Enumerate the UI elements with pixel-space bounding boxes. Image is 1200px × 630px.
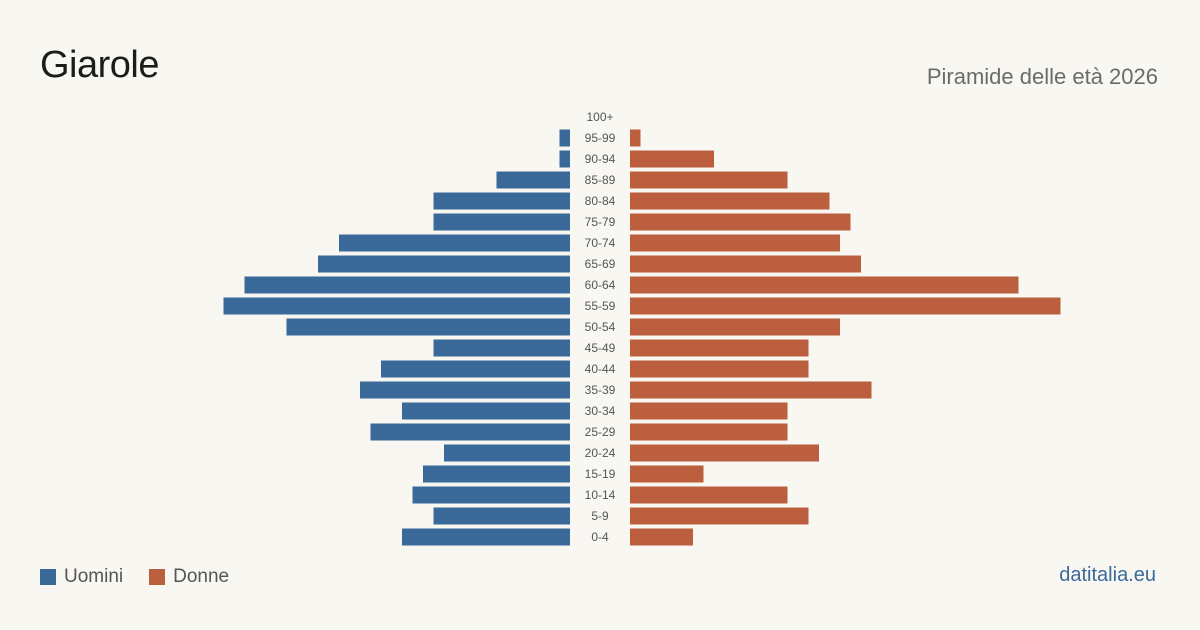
bar-men-45-49 (433, 339, 570, 357)
age-group-label: 75-79 (585, 215, 616, 229)
bar-women-15-19 (630, 465, 704, 483)
age-group-label: 65-69 (585, 257, 616, 271)
age-group-label: 80-84 (585, 194, 616, 208)
bar-men-85-89 (496, 171, 570, 189)
bar-men-35-39 (360, 381, 570, 399)
age-group-label: 10-14 (585, 488, 616, 502)
age-group-label: 45-49 (585, 341, 616, 355)
legend-swatch-men (40, 569, 56, 585)
legend-item-men: Uomini (40, 566, 123, 588)
legend-swatch-women (149, 569, 166, 585)
bar-men-70-74 (339, 234, 570, 252)
bar-women-80-84 (630, 192, 830, 210)
bar-women-5-9 (630, 507, 809, 525)
age-group-label: 35-39 (585, 383, 616, 397)
bar-women-55-59 (630, 297, 1061, 315)
age-group-label: 5-9 (591, 509, 609, 523)
legend: Uomini Donne (40, 566, 255, 588)
bar-men-65-69 (318, 255, 570, 273)
bar-men-0-4 (402, 528, 570, 546)
bar-women-85-89 (630, 171, 788, 189)
bar-men-80-84 (433, 192, 570, 210)
bar-women-60-64 (630, 276, 1019, 294)
legend-label-men: Uomini (64, 566, 124, 587)
age-group-label: 60-64 (585, 278, 616, 292)
bar-men-40-44 (381, 360, 570, 378)
bar-women-45-49 (630, 339, 809, 357)
bar-men-95-99 (559, 129, 570, 147)
bar-men-60-64 (244, 276, 570, 294)
chart-subtitle: Piramide delle età 2026 (926, 64, 1158, 89)
bar-women-10-14 (630, 486, 788, 504)
age-group-label: 95-99 (585, 131, 616, 145)
bar-women-20-24 (630, 444, 819, 462)
bar-men-90-94 (559, 150, 570, 168)
bar-men-10-14 (412, 486, 570, 504)
bar-women-0-4 (630, 528, 693, 546)
bar-women-35-39 (630, 381, 872, 399)
bar-women-75-79 (630, 213, 851, 231)
age-group-label: 50-54 (585, 320, 616, 334)
age-group-label: 40-44 (585, 362, 616, 376)
bar-men-20-24 (444, 444, 570, 462)
age-group-label: 30-34 (585, 404, 616, 418)
bar-women-65-69 (630, 255, 861, 273)
bar-men-50-54 (286, 318, 570, 336)
bar-women-30-34 (630, 402, 788, 420)
bar-women-25-29 (630, 423, 788, 441)
bar-women-95-99 (630, 129, 641, 147)
bar-men-15-19 (423, 465, 570, 483)
bar-men-5-9 (433, 507, 570, 525)
bar-women-90-94 (630, 150, 714, 168)
age-group-label: 90-94 (585, 152, 616, 166)
source-link[interactable]: datitalia.eu (1059, 564, 1156, 586)
legend-label-women: Donne (173, 566, 230, 587)
bar-women-70-74 (630, 234, 840, 252)
age-group-label: 15-19 (585, 467, 616, 481)
age-group-label: 0-4 (591, 530, 609, 544)
chart-title: Giarole (40, 44, 160, 86)
age-group-label: 20-24 (585, 446, 616, 460)
bar-men-55-59 (223, 297, 570, 315)
bar-women-40-44 (630, 360, 809, 378)
age-group-label: 85-89 (585, 173, 616, 187)
bar-men-75-79 (433, 213, 570, 231)
age-group-label: 55-59 (585, 299, 616, 313)
age-group-label: 25-29 (585, 425, 616, 439)
bar-men-25-29 (370, 423, 570, 441)
bar-women-50-54 (630, 318, 840, 336)
legend-item-women: Donne (149, 566, 229, 588)
age-group-label: 100+ (586, 110, 613, 124)
bar-men-30-34 (402, 402, 570, 420)
age-group-label: 70-74 (585, 236, 616, 250)
